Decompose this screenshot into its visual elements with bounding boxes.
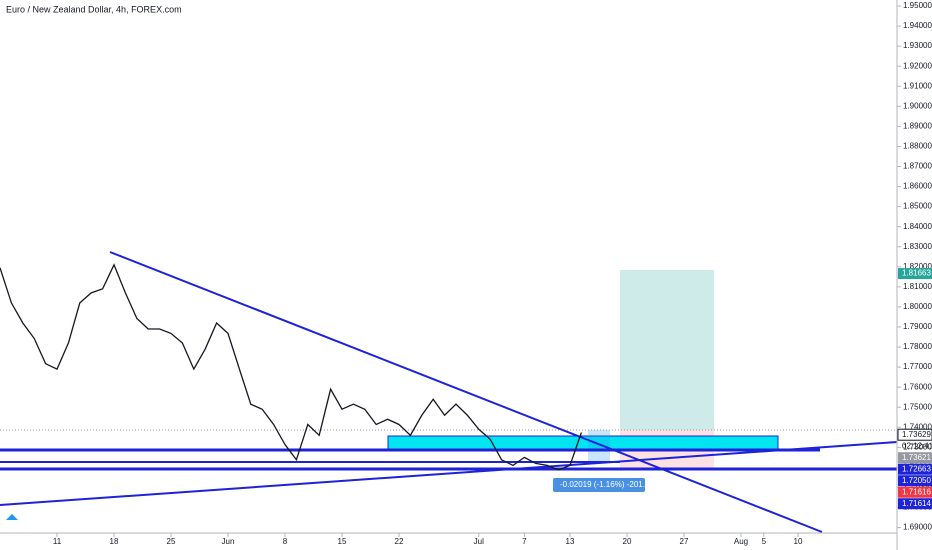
y-tick-label: 1.85000 bbox=[903, 202, 932, 211]
x-tick-label: 22 bbox=[395, 537, 404, 546]
y-tick-label: 1.88000 bbox=[903, 142, 932, 151]
x-tick-label: 18 bbox=[110, 537, 119, 546]
drawings bbox=[0, 251, 898, 533]
price-tag-label: 1.72663 bbox=[902, 464, 931, 473]
x-tick-label: 13 bbox=[566, 537, 575, 546]
y-tick-label: 1.93000 bbox=[903, 41, 932, 50]
y-tick-label: 1.92000 bbox=[903, 61, 932, 70]
y-tick-label: 1.95000 bbox=[903, 1, 932, 10]
x-tick-label: 15 bbox=[338, 537, 347, 546]
y-tick-label: 1.91000 bbox=[903, 81, 932, 90]
y-tick-label: 1.75000 bbox=[903, 402, 932, 411]
price-tag-label: 1.72050 bbox=[902, 476, 931, 485]
x-tick-label: Jun bbox=[222, 537, 235, 546]
down-trendline bbox=[109, 251, 823, 533]
y-tick-label: 1.80000 bbox=[903, 302, 932, 311]
price-tag-label: 1.81663 bbox=[902, 269, 931, 278]
price-tag-label: 1.71614 bbox=[902, 499, 931, 508]
long-profit-zone bbox=[620, 270, 714, 430]
y-tick-label: 1.86000 bbox=[903, 182, 932, 191]
x-tick-label: Aug bbox=[734, 537, 748, 546]
x-tick-label: 27 bbox=[680, 537, 689, 546]
logo bbox=[6, 514, 18, 520]
price-tag bbox=[897, 428, 932, 441]
y-tick-label: 1.76000 bbox=[903, 382, 932, 391]
y-tick-label: 1.73000 bbox=[903, 442, 932, 451]
y-tick-label: 1.83000 bbox=[903, 242, 932, 251]
price-tag-label: 1.71616 bbox=[902, 487, 931, 496]
x-tick-label: 5 bbox=[762, 537, 767, 546]
price-line bbox=[0, 263, 583, 471]
measure-label: -0.02019 (-1.16%) -201.9 bbox=[560, 480, 650, 489]
x-tick-label: 20 bbox=[623, 537, 632, 546]
price-tag bbox=[898, 498, 932, 510]
up-trendline bbox=[0, 441, 898, 506]
chart-title: Euro / New Zealand Dollar, 4h, FOREX.com bbox=[6, 4, 182, 14]
price-tag bbox=[898, 463, 932, 475]
y-tick-label: 1.87000 bbox=[903, 162, 932, 171]
x-tick-label: 8 bbox=[283, 537, 288, 546]
price-tag bbox=[898, 475, 932, 487]
price-tag-label: 1.73629 bbox=[902, 430, 931, 439]
y-tick-label: 1.79000 bbox=[903, 322, 932, 331]
y-tick-label: 1.82000 bbox=[903, 262, 932, 271]
x-tick-label: 11 bbox=[53, 537, 62, 546]
price-tag bbox=[898, 268, 932, 280]
countdown: 02:12:41 bbox=[902, 441, 932, 450]
price-tag-label: 1.73621 bbox=[902, 453, 931, 462]
y-tick-label: 1.84000 bbox=[903, 222, 932, 231]
x-tick-label: 25 bbox=[167, 537, 176, 546]
x-tick-label: Jul bbox=[474, 537, 484, 546]
y-tick-label: 1.78000 bbox=[903, 342, 932, 351]
price-tag bbox=[898, 486, 932, 498]
y-tick-label: 1.69000 bbox=[903, 523, 932, 532]
price-tag bbox=[898, 452, 932, 464]
y-tick-label: 1.74000 bbox=[903, 422, 932, 431]
y-tick-label: 1.77000 bbox=[903, 362, 932, 371]
y-tick-label: 1.94000 bbox=[903, 21, 932, 30]
measure-label-box bbox=[553, 478, 645, 492]
x-tick-label: 7 bbox=[522, 537, 527, 546]
y-tick-label: 1.81000 bbox=[903, 282, 932, 291]
x-tick-label: 10 bbox=[794, 537, 803, 546]
measure-box bbox=[588, 430, 610, 462]
y-tick-label: 1.89000 bbox=[903, 121, 932, 130]
y-tick-label: 1.90000 bbox=[903, 101, 932, 110]
